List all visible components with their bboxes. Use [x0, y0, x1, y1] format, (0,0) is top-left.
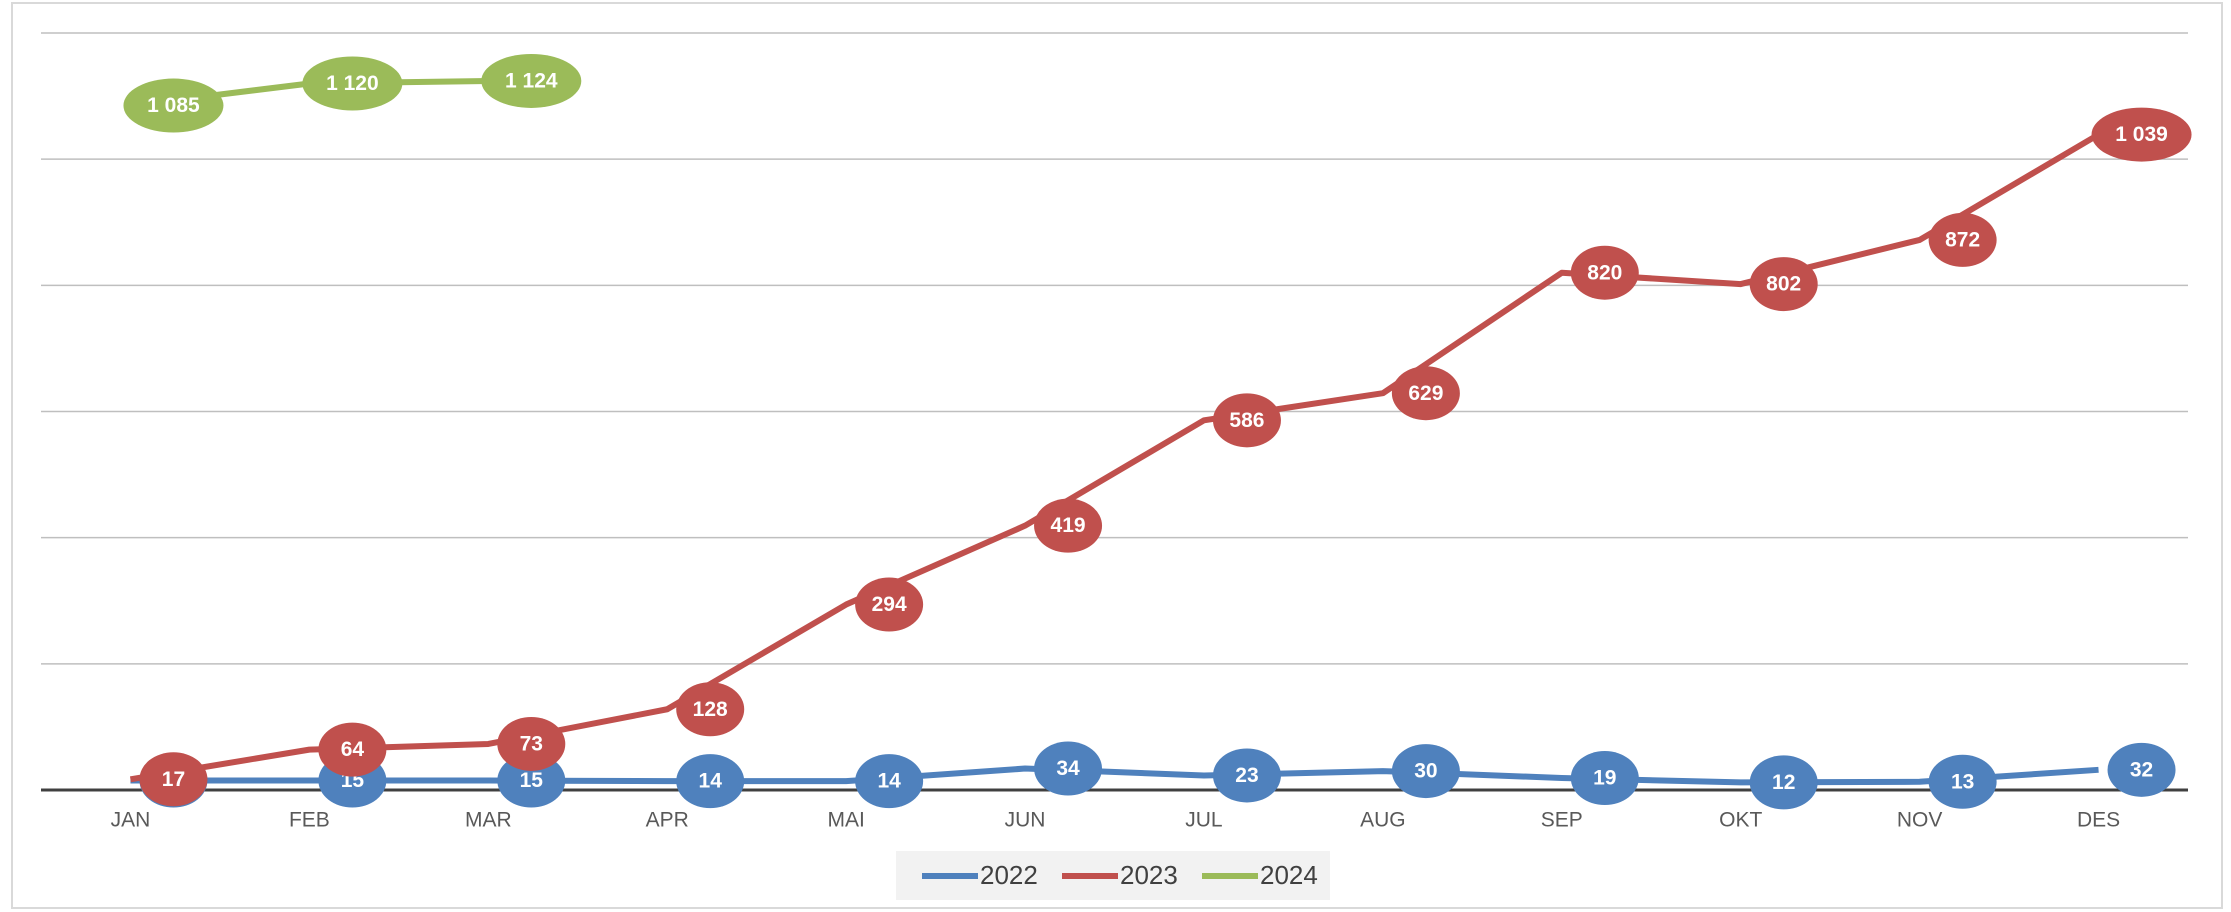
data-label-bubble	[1749, 755, 1818, 810]
data-label-bubble	[302, 56, 403, 111]
data-label: 629	[1408, 382, 1443, 405]
data-label-bubble	[1034, 498, 1103, 553]
data-label: 19	[1593, 767, 1616, 790]
data-label-bubble	[1034, 741, 1103, 796]
data-label: 30	[1414, 760, 1437, 783]
data-label: 23	[1235, 764, 1258, 787]
data-label-bubble	[676, 754, 745, 809]
data-label: 64	[341, 738, 365, 761]
x-tick-label: DES	[2077, 809, 2120, 832]
data-label-bubble	[1212, 748, 1281, 803]
x-tick-label: AUG	[1360, 809, 1406, 832]
data-label: 1 085	[147, 94, 200, 117]
data-label: 1 124	[505, 69, 558, 92]
data-label: 14	[877, 770, 901, 793]
x-tick-label: JAN	[111, 809, 151, 832]
data-label: 32	[2130, 758, 2153, 781]
data-label: 17	[162, 768, 185, 791]
data-label: 872	[1945, 228, 1980, 251]
x-tick-label: JUN	[1005, 809, 1046, 832]
x-tick-label: OKT	[1719, 809, 1762, 832]
data-label: 802	[1766, 273, 1801, 296]
data-label: 14	[699, 770, 723, 793]
data-label: 34	[1056, 757, 1080, 780]
data-label: 15	[520, 769, 544, 792]
data-label-bubble	[855, 754, 924, 809]
data-label-bubble	[139, 752, 208, 807]
x-tick-label: MAI	[827, 809, 864, 832]
data-label: 419	[1051, 514, 1086, 537]
data-label-bubble	[1391, 744, 1460, 799]
data-label: 12	[1772, 771, 1795, 794]
data-label-bubble	[855, 577, 924, 632]
legend-label: 2022	[980, 860, 1038, 890]
legend-label: 2024	[1260, 860, 1318, 890]
data-label-bubble	[123, 78, 224, 133]
data-label-bubble	[497, 716, 566, 771]
data-label-bubble	[1928, 212, 1997, 267]
data-label-bubble	[2091, 107, 2192, 162]
x-tick-label: NOV	[1897, 809, 1943, 832]
x-tick-label: MAR	[465, 809, 512, 832]
data-label: 294	[872, 593, 907, 616]
data-label: 820	[1587, 261, 1622, 284]
data-label-bubble	[1391, 366, 1460, 421]
data-label-bubble	[2107, 742, 2176, 797]
data-label: 1 120	[326, 72, 379, 95]
data-label: 128	[693, 698, 728, 721]
data-label-bubble	[1570, 245, 1639, 300]
x-tick-label: APR	[646, 809, 689, 832]
data-label: 1 039	[2115, 123, 2168, 146]
data-label-bubble	[676, 682, 745, 737]
legend-label: 2023	[1120, 860, 1178, 890]
x-tick-label: SEP	[1541, 809, 1583, 832]
data-label-bubble	[1928, 754, 1997, 809]
data-label: 586	[1229, 409, 1264, 432]
data-label-bubble	[1749, 257, 1818, 312]
x-tick-label: FEB	[289, 809, 330, 832]
x-tick-label: JUL	[1185, 809, 1222, 832]
data-label: 13	[1951, 770, 1974, 793]
data-label-bubble	[318, 722, 387, 777]
data-label-bubble	[481, 53, 582, 108]
data-label-bubble	[1570, 751, 1639, 806]
data-label-bubble	[1212, 393, 1281, 448]
data-label: 73	[520, 732, 543, 755]
